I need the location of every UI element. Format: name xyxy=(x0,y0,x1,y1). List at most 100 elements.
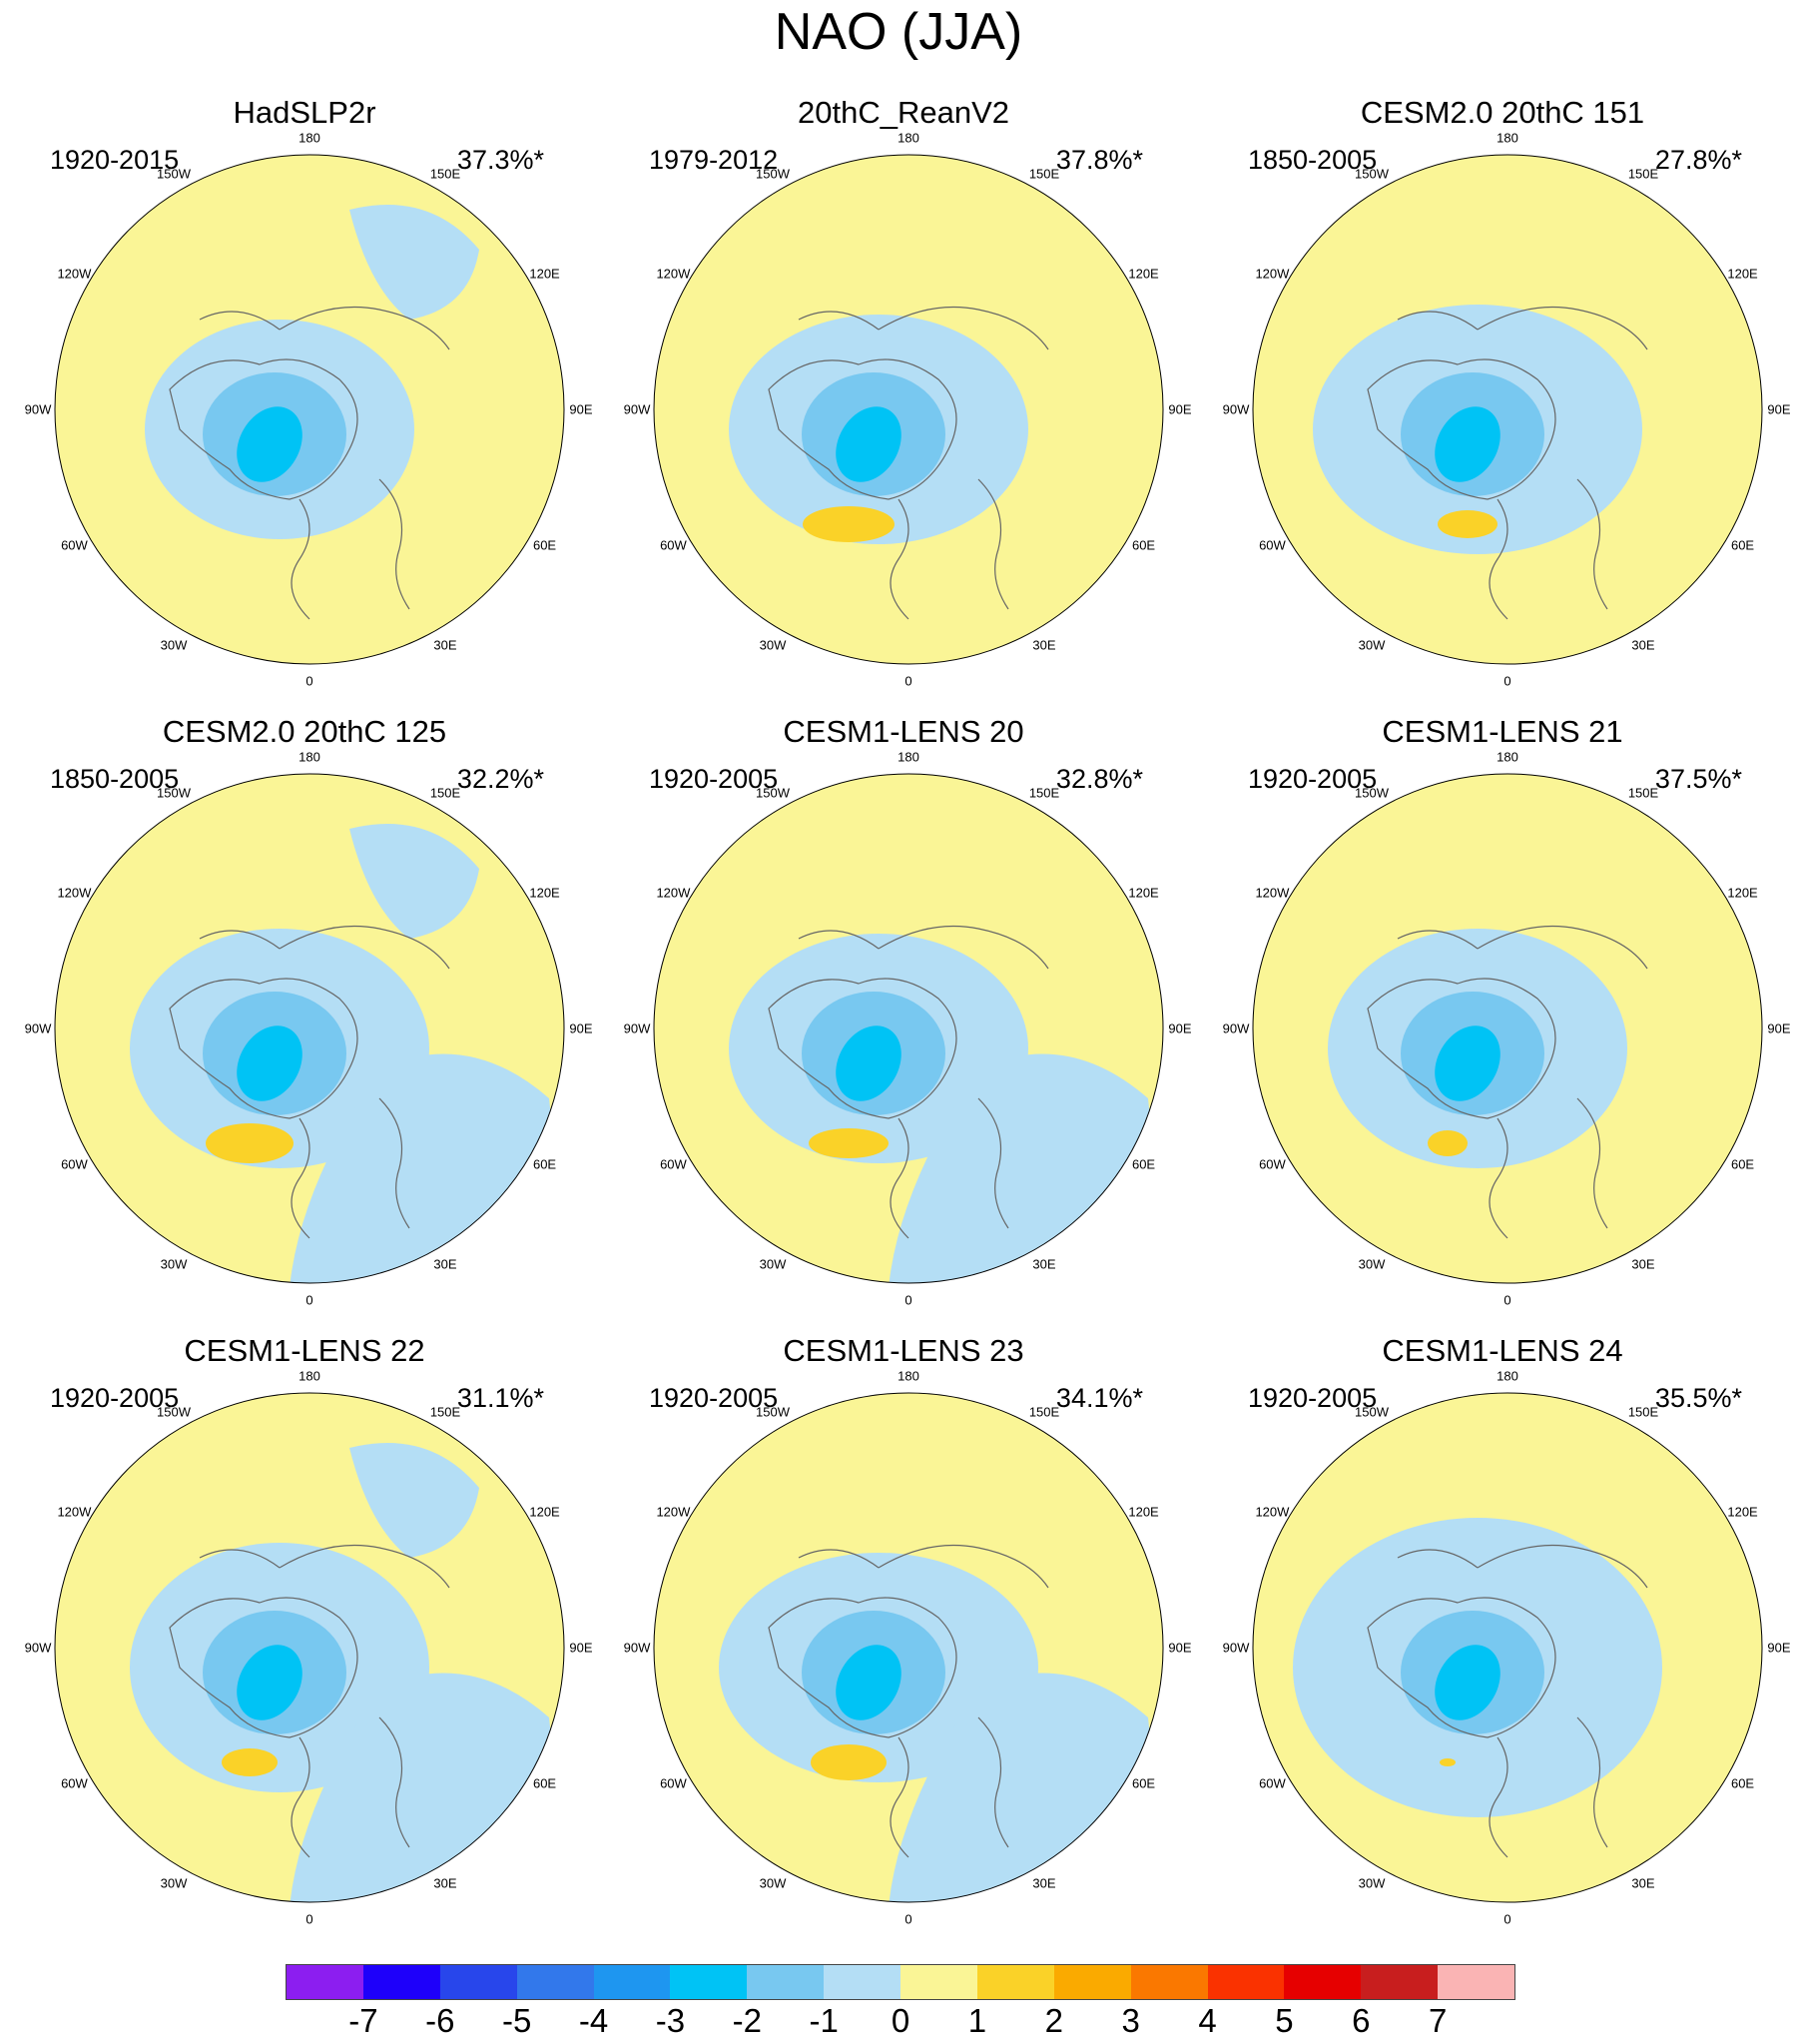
map-boundary xyxy=(54,154,565,665)
longitude-label: 60E xyxy=(1131,537,1156,553)
polar-map xyxy=(649,769,1168,1288)
longitude-label: 120W xyxy=(57,266,92,282)
longitude-label: 0 xyxy=(305,1292,313,1308)
longitude-label: 120E xyxy=(529,266,560,282)
longitude-label: 90E xyxy=(569,401,593,417)
coastline xyxy=(169,306,450,620)
longitude-label: 90W xyxy=(623,1640,651,1656)
panel-period: 1920-2005 xyxy=(1248,1383,1378,1413)
longitude-label: 150W xyxy=(1355,785,1389,801)
longitude-label: 120W xyxy=(57,1504,92,1520)
longitude-label: 30E xyxy=(1631,1256,1655,1272)
longitude-label: 30E xyxy=(1032,637,1056,653)
negative-anomaly-3 xyxy=(1435,406,1500,482)
longitude-label: 90W xyxy=(1222,1021,1250,1036)
colorbar-label: -2 xyxy=(732,2002,762,2039)
negative-anomaly-3 xyxy=(237,406,302,482)
longitude-label: 150E xyxy=(429,166,461,182)
colorbar-swatch xyxy=(362,1965,440,1999)
coastline xyxy=(1367,306,1648,620)
colorbar-swatch xyxy=(900,1965,977,1999)
longitude-label: 180 xyxy=(1497,130,1518,146)
longitude-label: 180 xyxy=(898,1368,919,1384)
longitude-label: 120E xyxy=(1128,266,1159,282)
longitude-label: 0 xyxy=(904,1292,912,1308)
longitude-label: 150W xyxy=(756,166,790,182)
longitude-label: 150E xyxy=(1028,166,1060,182)
negative-anomaly-3 xyxy=(836,1645,901,1720)
colorbar-swatch xyxy=(439,1965,517,1999)
longitude-label: 60W xyxy=(660,537,687,553)
panel-title: HadSLP2r xyxy=(233,95,376,130)
longitude-label: 60E xyxy=(1730,1775,1755,1791)
longitude-label: 60E xyxy=(532,537,557,553)
longitude-label: 0 xyxy=(904,1911,912,1927)
map-boundary xyxy=(653,154,1164,665)
longitude-label: 120W xyxy=(1255,1504,1290,1520)
negative-anomaly-3 xyxy=(836,1025,901,1101)
longitude-label: 60E xyxy=(532,1156,557,1172)
colorbar-swatch xyxy=(976,1965,1054,1999)
colorbar-label: 4 xyxy=(1198,2002,1217,2039)
map-boundary xyxy=(653,773,1164,1284)
longitude-label: 150E xyxy=(1028,1404,1060,1420)
coastline xyxy=(169,925,450,1239)
panel-period: 1920-2005 xyxy=(649,764,779,794)
longitude-label: 0 xyxy=(1503,673,1511,689)
map-panel: CESM2.0 20thC 151 1850-2005 27.8%* 180 150E 1… xyxy=(1203,95,1797,714)
longitude-label: 30W xyxy=(759,637,787,653)
map-boundary xyxy=(54,773,565,1284)
polar-map xyxy=(50,1388,569,1907)
panel-period: 1850-2005 xyxy=(1248,145,1378,175)
coastline xyxy=(768,925,1049,1239)
map-boundary xyxy=(653,1392,1164,1903)
longitude-label: 120E xyxy=(1128,1504,1159,1520)
longitude-label: 90W xyxy=(623,401,651,417)
longitude-label: 30W xyxy=(1358,1875,1386,1891)
colorbar-labels: -7 -6 -5 -4 -3 -2 -1 0 1 2 3 4 5 6 7 xyxy=(287,2002,1514,2042)
colorbar-swatch xyxy=(670,1965,748,1999)
negative-anomaly-lobe xyxy=(349,824,479,939)
colorbar-swatch xyxy=(593,1965,671,1999)
negative-anomaly-3 xyxy=(1435,1025,1500,1101)
panel-title: CESM1-LENS 23 xyxy=(783,1333,1024,1368)
polar-map xyxy=(1248,150,1767,669)
negative-anomaly-3 xyxy=(237,1025,302,1101)
longitude-label: 150W xyxy=(157,166,191,182)
panel-title: CESM2.0 20thC 125 xyxy=(162,714,447,749)
colorbar-label: -6 xyxy=(425,2002,455,2039)
longitude-label: 120E xyxy=(529,1504,560,1520)
panel-title: CESM1-LENS 22 xyxy=(184,1333,425,1368)
longitude-label: 60W xyxy=(1259,1156,1286,1172)
positive-anomaly-2 xyxy=(811,1744,887,1780)
polar-map xyxy=(649,150,1168,669)
polar-map xyxy=(1248,769,1767,1288)
longitude-label: 120W xyxy=(656,266,691,282)
colorbar-label: 3 xyxy=(1121,2002,1140,2039)
panel-variance-percent: 34.1%* xyxy=(1055,1383,1143,1413)
colorbar-label: 2 xyxy=(1044,2002,1063,2039)
map-boundary xyxy=(1252,154,1763,665)
map-panel: CESM2.0 20thC 125 1850-2005 32.2%* 180 150E 1… xyxy=(5,714,604,1333)
longitude-label: 150E xyxy=(1627,166,1659,182)
panel-period: 1979-2012 xyxy=(649,145,779,175)
longitude-label: 90E xyxy=(569,1021,593,1036)
longitude-label: 0 xyxy=(904,673,912,689)
colorbar-swatch xyxy=(747,1965,825,1999)
longitude-label: 60W xyxy=(61,537,88,553)
longitude-label: 60W xyxy=(1259,537,1286,553)
longitude-label: 90W xyxy=(1222,401,1250,417)
longitude-label: 60E xyxy=(1131,1156,1156,1172)
longitude-label: 60W xyxy=(660,1156,687,1172)
panel-variance-percent: 31.1%* xyxy=(456,1383,544,1413)
colorbar xyxy=(286,1964,1515,2000)
longitude-label: 90W xyxy=(1222,1640,1250,1656)
positive-anomaly-2 xyxy=(1428,1130,1468,1156)
longitude-label: 90E xyxy=(1168,1021,1192,1036)
positive-anomaly-2 xyxy=(1440,1758,1456,1766)
longitude-label: 180 xyxy=(299,1368,320,1384)
panel-period: 1920-2015 xyxy=(50,145,180,175)
longitude-label: 60E xyxy=(1730,537,1755,553)
map-boundary xyxy=(1252,1392,1763,1903)
longitude-label: 30W xyxy=(759,1256,787,1272)
